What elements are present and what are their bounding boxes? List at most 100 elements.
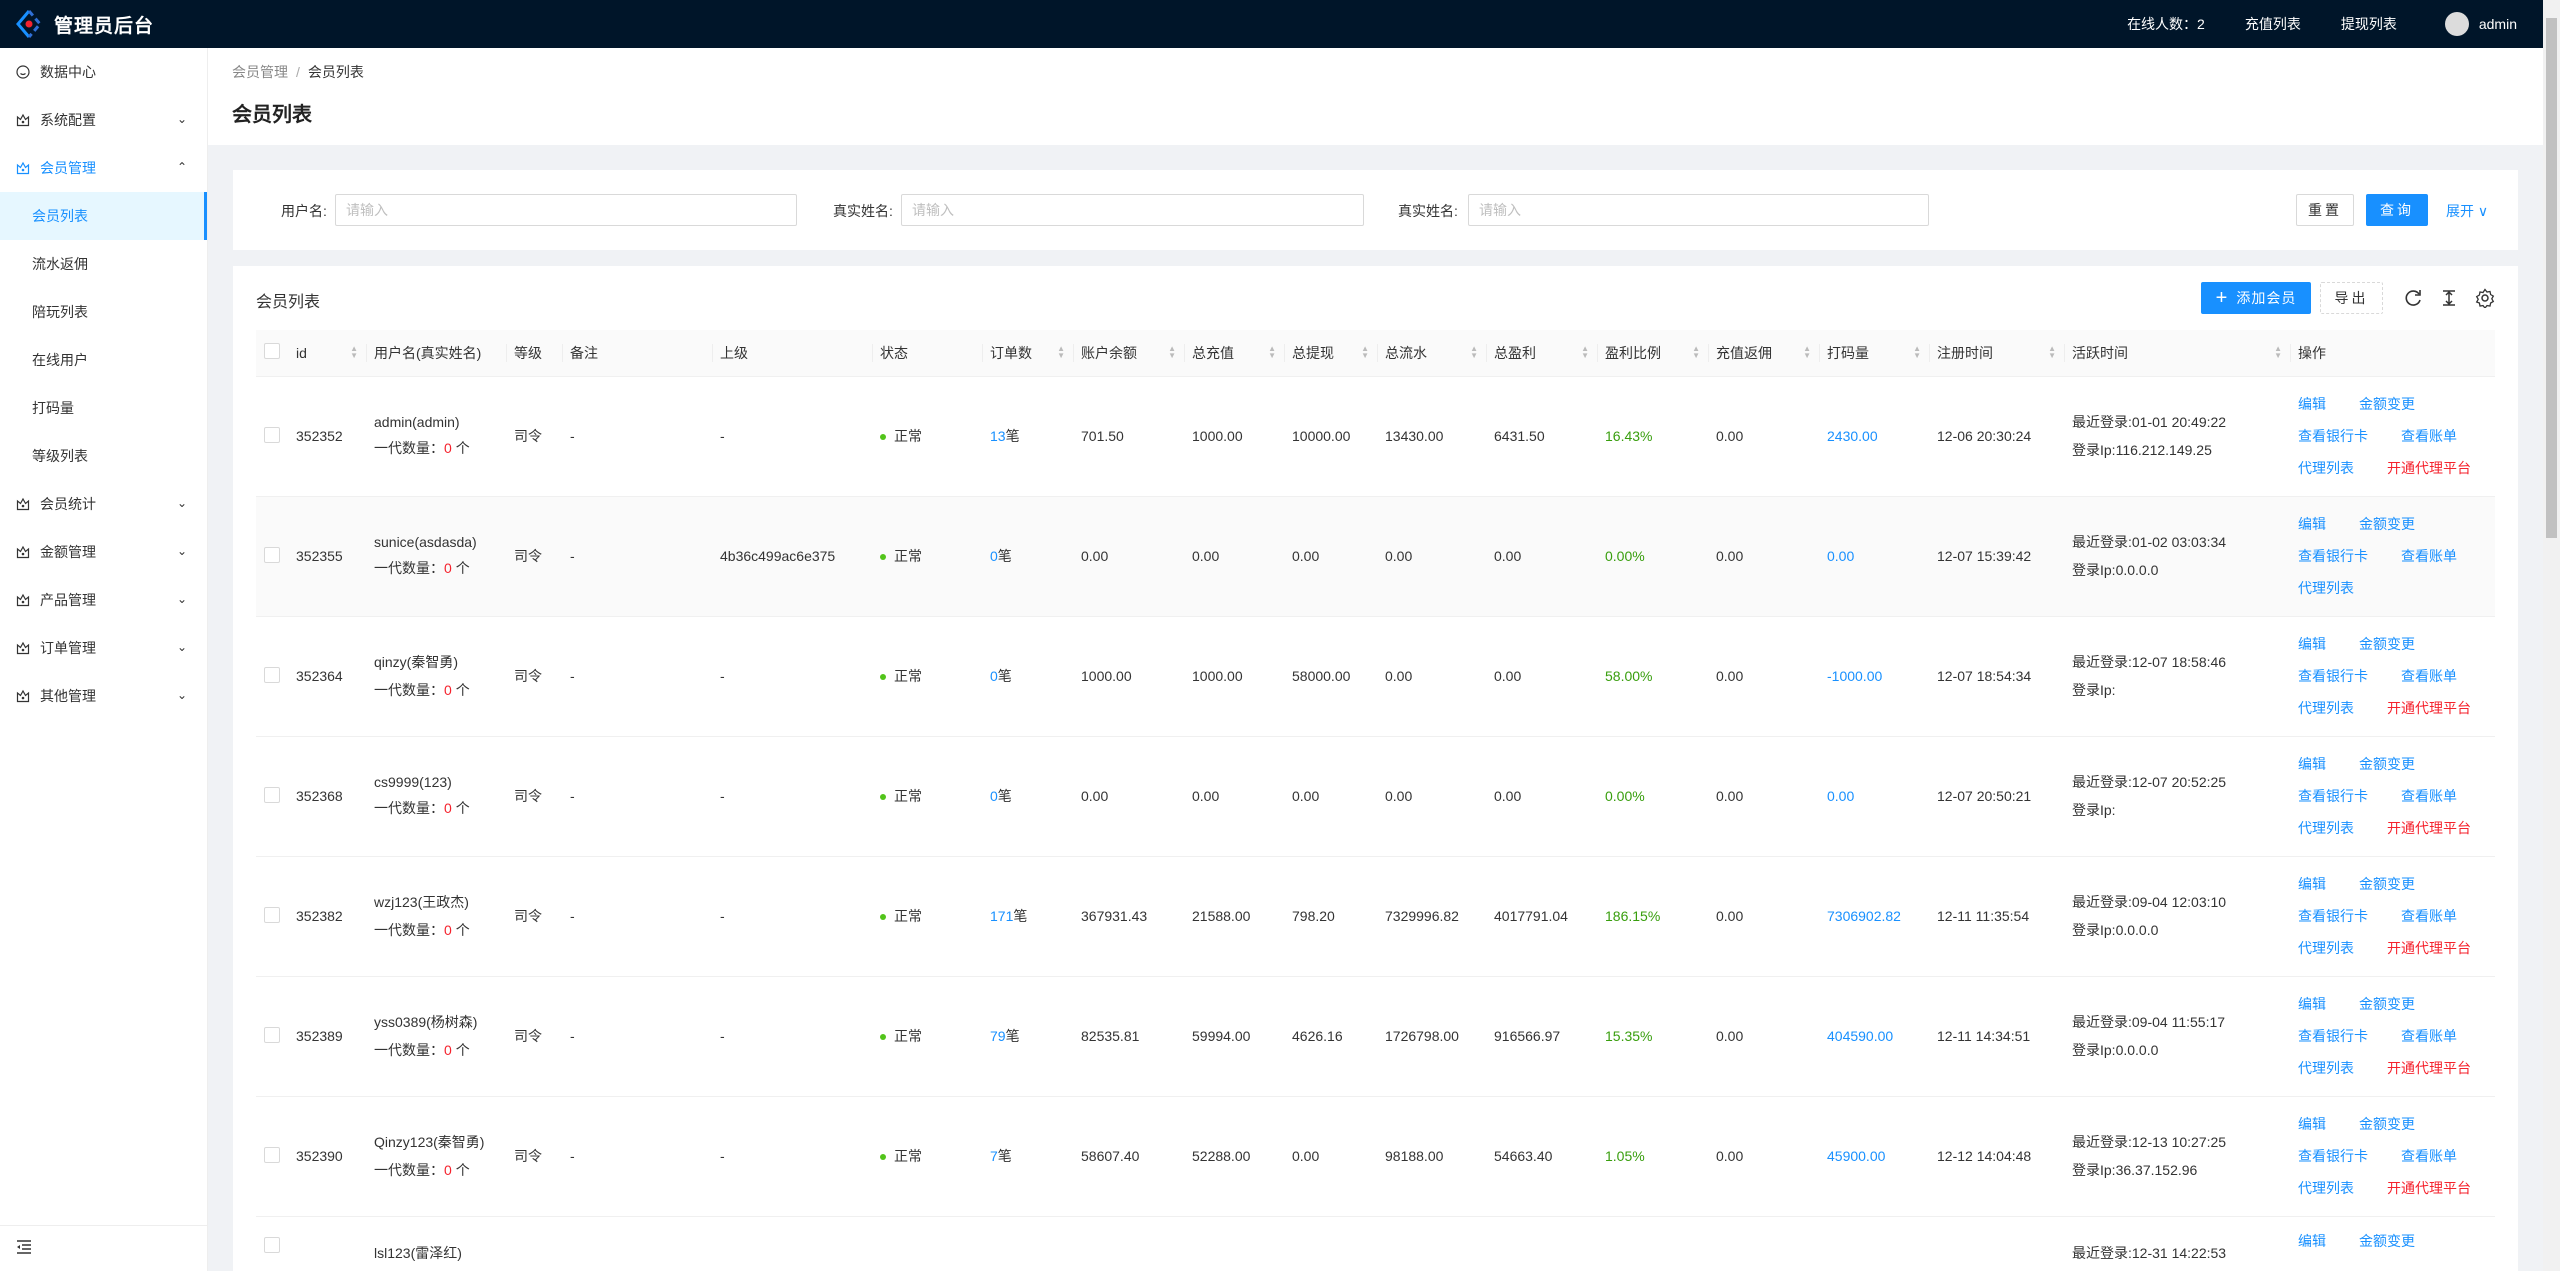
view-bank-card-link[interactable]: 查看银行卡 <box>2298 1028 2368 1044</box>
view-bill-link[interactable]: 查看账单 <box>2401 668 2457 684</box>
edit-link[interactable]: 编辑 <box>2298 636 2326 652</box>
view-bill-link[interactable]: 查看账单 <box>2401 1028 2457 1044</box>
agent-list-link[interactable]: 代理列表 <box>2298 1180 2354 1196</box>
view-bill-link[interactable]: 查看账单 <box>2401 428 2457 444</box>
open-agent-platform-link[interactable]: 开通代理平台 <box>2387 460 2471 476</box>
amount-change-link[interactable]: 金额变更 <box>2359 396 2415 412</box>
sidebar-item-7[interactable]: 打码量 <box>0 384 207 432</box>
sidebar-item-2[interactable]: 会员管理 ⌃ <box>0 144 207 192</box>
sort-icon[interactable]: ▲ ▼ <box>1581 344 1589 360</box>
row-checkbox[interactable] <box>264 546 280 563</box>
export-button[interactable]: 导出 <box>2320 282 2383 314</box>
view-bank-card-link[interactable]: 查看银行卡 <box>2298 548 2368 564</box>
column-header[interactable]: 总提现 ▲ ▼ <box>1284 330 1377 377</box>
sidebar-item-3[interactable]: 会员列表 <box>0 192 207 240</box>
view-bank-card-link[interactable]: 查看银行卡 <box>2298 908 2368 924</box>
code-amount-link[interactable]: 7306902.82 <box>1827 908 1901 924</box>
amount-change-link[interactable]: 金额变更 <box>2359 996 2415 1012</box>
sidebar-item-6[interactable]: 在线用户 <box>0 336 207 384</box>
sidebar-item-5[interactable]: 陪玩列表 <box>0 288 207 336</box>
sidebar-item-10[interactable]: 金额管理 ⌄ <box>0 528 207 576</box>
amount-change-link[interactable]: 金额变更 <box>2359 1116 2415 1132</box>
view-bank-card-link[interactable]: 查看银行卡 <box>2298 428 2368 444</box>
avatar[interactable] <box>2444 12 2469 36</box>
column-header[interactable]: 盈利比例 ▲ ▼ <box>1597 330 1708 377</box>
agent-list-link[interactable]: 代理列表 <box>2298 700 2354 716</box>
order-count-link[interactable]: 171 <box>990 908 1014 924</box>
sidebar-item-9[interactable]: 会员统计 ⌄ <box>0 480 207 528</box>
sort-icon[interactable]: ▲ ▼ <box>1692 344 1700 360</box>
sort-icon[interactable]: ▲ ▼ <box>2048 344 2056 360</box>
edit-link[interactable]: 编辑 <box>2298 516 2326 532</box>
order-count-link[interactable]: 0 <box>990 548 998 564</box>
column-header[interactable]: 活跃时间 ▲ ▼ <box>2064 330 2290 377</box>
code-amount-link[interactable]: 0.00 <box>1827 548 1855 564</box>
sidebar-item-4[interactable]: 流水返佣 <box>0 240 207 288</box>
row-checkbox[interactable] <box>264 1146 280 1163</box>
sort-icon[interactable]: ▲ ▼ <box>1168 344 1176 360</box>
sidebar-item-0[interactable]: 数据中心 <box>0 48 207 96</box>
code-amount-link[interactable]: 404590.00 <box>1827 1028 1894 1044</box>
order-count-link[interactable]: 13 <box>990 428 1006 444</box>
edit-link[interactable]: 编辑 <box>2298 396 2326 412</box>
order-count-link[interactable]: 0 <box>990 788 998 804</box>
agent-list-link[interactable]: 代理列表 <box>2298 940 2354 956</box>
view-bill-link[interactable]: 查看账单 <box>2401 908 2457 924</box>
agent-list-link[interactable]: 代理列表 <box>2298 460 2354 476</box>
row-checkbox[interactable] <box>264 1236 280 1253</box>
select-all-checkbox[interactable] <box>264 343 280 360</box>
amount-change-link[interactable]: 金额变更 <box>2359 1232 2415 1249</box>
view-bill-link[interactable]: 查看账单 <box>2401 548 2457 564</box>
sidebar-item-8[interactable]: 等级列表 <box>0 432 207 480</box>
order-count-link[interactable]: 79 <box>990 1028 1006 1044</box>
sidebar-item-12[interactable]: 订单管理 ⌄ <box>0 624 207 672</box>
sort-icon[interactable]: ▲ ▼ <box>350 344 358 360</box>
sidebar-item-11[interactable]: 产品管理 ⌄ <box>0 576 207 624</box>
amount-change-link[interactable]: 金额变更 <box>2359 636 2415 652</box>
column-header[interactable]: 总流水 ▲ ▼ <box>1377 330 1486 377</box>
view-bill-link[interactable]: 查看账单 <box>2401 788 2457 804</box>
edit-link[interactable]: 编辑 <box>2298 756 2326 772</box>
edit-link[interactable]: 编辑 <box>2298 1116 2326 1132</box>
view-bank-card-link[interactable]: 查看银行卡 <box>2298 668 2368 684</box>
row-checkbox[interactable] <box>264 666 280 683</box>
open-agent-platform-link[interactable]: 开通代理平台 <box>2387 940 2471 956</box>
sort-icon[interactable]: ▲ ▼ <box>1913 344 1921 360</box>
settings-gear-icon[interactable] <box>2475 288 2495 308</box>
column-header[interactable]: 账户余额 ▲ ▼ <box>1073 330 1184 377</box>
reset-button[interactable]: 重置 <box>2296 194 2354 226</box>
sidebar-item-1[interactable]: 系统配置 ⌄ <box>0 96 207 144</box>
username-input[interactable] <box>335 194 797 226</box>
code-amount-link[interactable]: 0.00 <box>1827 788 1855 804</box>
amount-change-link[interactable]: 金额变更 <box>2359 756 2415 772</box>
column-height-icon[interactable] <box>2439 288 2459 308</box>
realname-input[interactable] <box>901 194 1364 226</box>
view-bank-card-link[interactable]: 查看银行卡 <box>2298 788 2368 804</box>
query-button[interactable]: 查询 <box>2366 194 2428 226</box>
realname-input-2[interactable] <box>1468 194 1929 226</box>
add-member-button[interactable]: + 添加会员 <box>2201 282 2311 314</box>
edit-link[interactable]: 编辑 <box>2298 876 2326 892</box>
edit-link[interactable]: 编辑 <box>2298 996 2326 1012</box>
sort-icon[interactable]: ▲ ▼ <box>1470 344 1478 360</box>
expand-toggle[interactable]: 展开 ∨ <box>2446 201 2488 221</box>
edit-link[interactable]: 编辑 <box>2298 1232 2326 1249</box>
recharge-list-link[interactable]: 充值列表 <box>2244 16 2301 32</box>
view-bill-link[interactable]: 查看账单 <box>2401 1148 2457 1164</box>
row-checkbox[interactable] <box>264 906 280 923</box>
amount-change-link[interactable]: 金额变更 <box>2359 876 2415 892</box>
column-header[interactable]: 总盈利 ▲ ▼ <box>1486 330 1597 377</box>
row-checkbox[interactable] <box>264 1026 280 1043</box>
column-header[interactable]: 充值返佣 ▲ ▼ <box>1708 330 1819 377</box>
sort-icon[interactable]: ▲ ▼ <box>1057 344 1065 360</box>
column-header[interactable]: 注册时间 ▲ ▼ <box>1929 330 2064 377</box>
code-amount-link[interactable]: 2430.00 <box>1827 428 1878 444</box>
column-header[interactable]: 总充值 ▲ ▼ <box>1184 330 1284 377</box>
withdraw-list-link[interactable]: 提现列表 <box>2340 16 2397 32</box>
agent-list-link[interactable]: 代理列表 <box>2298 580 2354 596</box>
agent-list-link[interactable]: 代理列表 <box>2298 1060 2354 1076</box>
code-amount-link[interactable]: 45900.00 <box>1827 1148 1886 1164</box>
amount-change-link[interactable]: 金额变更 <box>2359 516 2415 532</box>
sort-icon[interactable]: ▲ ▼ <box>1268 344 1276 360</box>
row-checkbox[interactable] <box>264 786 280 803</box>
